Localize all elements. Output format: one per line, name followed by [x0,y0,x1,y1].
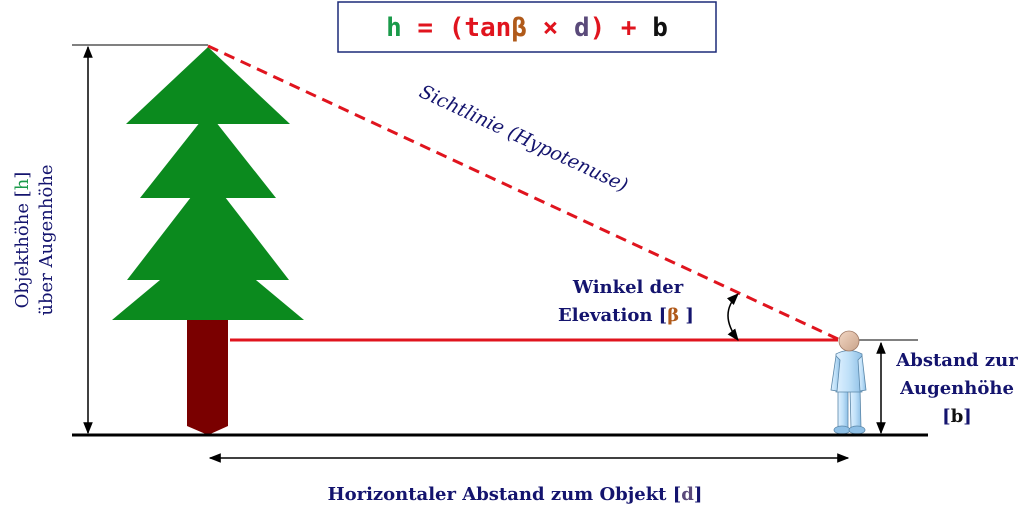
angle-label-prefix: Elevation [ [558,305,667,326]
formula-h: h [386,13,402,43]
formula: h = (tanβ × d) + b [386,13,668,43]
tree-foliage-tier-1 [126,47,290,124]
distance-label-symbol: d [681,484,694,505]
angle-label-symbol: β [667,305,679,326]
eye-height-label-line3: [b] [942,406,972,427]
formula-lparen: ( [449,13,465,43]
formula-times: × [527,13,574,43]
height-label-symbol: h [12,178,33,190]
height-label: Objekthöhe [h] über Augenhöhe [12,164,57,315]
formula-plus: + [605,13,652,43]
tree-foliage-tier-2 [140,112,276,198]
distance-label-prefix: Horizontaler Abstand zum Objekt [ [328,484,682,505]
formula-b: b [652,13,668,43]
height-label-line1-prefix: Objekthöhe [ [12,190,33,308]
angle-arc [726,293,739,341]
eye-height-label-line1: Abstand zur [895,350,1018,371]
formula-equals: = [402,13,449,43]
eye-height-label-suffix: ] [963,406,972,427]
person-figure [830,330,867,435]
formula-beta: β [511,13,527,43]
distance-label-suffix: ] [694,484,703,505]
tree-foliage-tier-3 [127,175,289,280]
formula-tan: tan [464,13,511,43]
angle-label-line1: Winkel der [572,277,684,298]
distance-label: Horizontaler Abstand zum Objekt [d] [328,484,703,505]
eye-height-label-prefix: [ [942,406,951,427]
eye-height-label-line2: Augenhöhe [899,378,1014,399]
hypotenuse-label: Sichtlinie (Hypotenuse) [416,81,631,197]
formula-rparen: ) [590,13,606,43]
angle-label-suffix: ] [679,305,694,326]
height-label-line1-suffix: ] [12,172,33,179]
line-of-sight [207,44,841,342]
formula-box [337,1,717,53]
svg-text:Objekthöhe [h]: Objekthöhe [h] [12,172,33,309]
formula-d: d [574,13,590,43]
eye-height-label-symbol: b [951,406,964,427]
tree-trunk [187,316,228,435]
height-label-line2: über Augenhöhe [36,164,57,315]
angle-label-line2: Elevation [β ] [558,305,694,326]
